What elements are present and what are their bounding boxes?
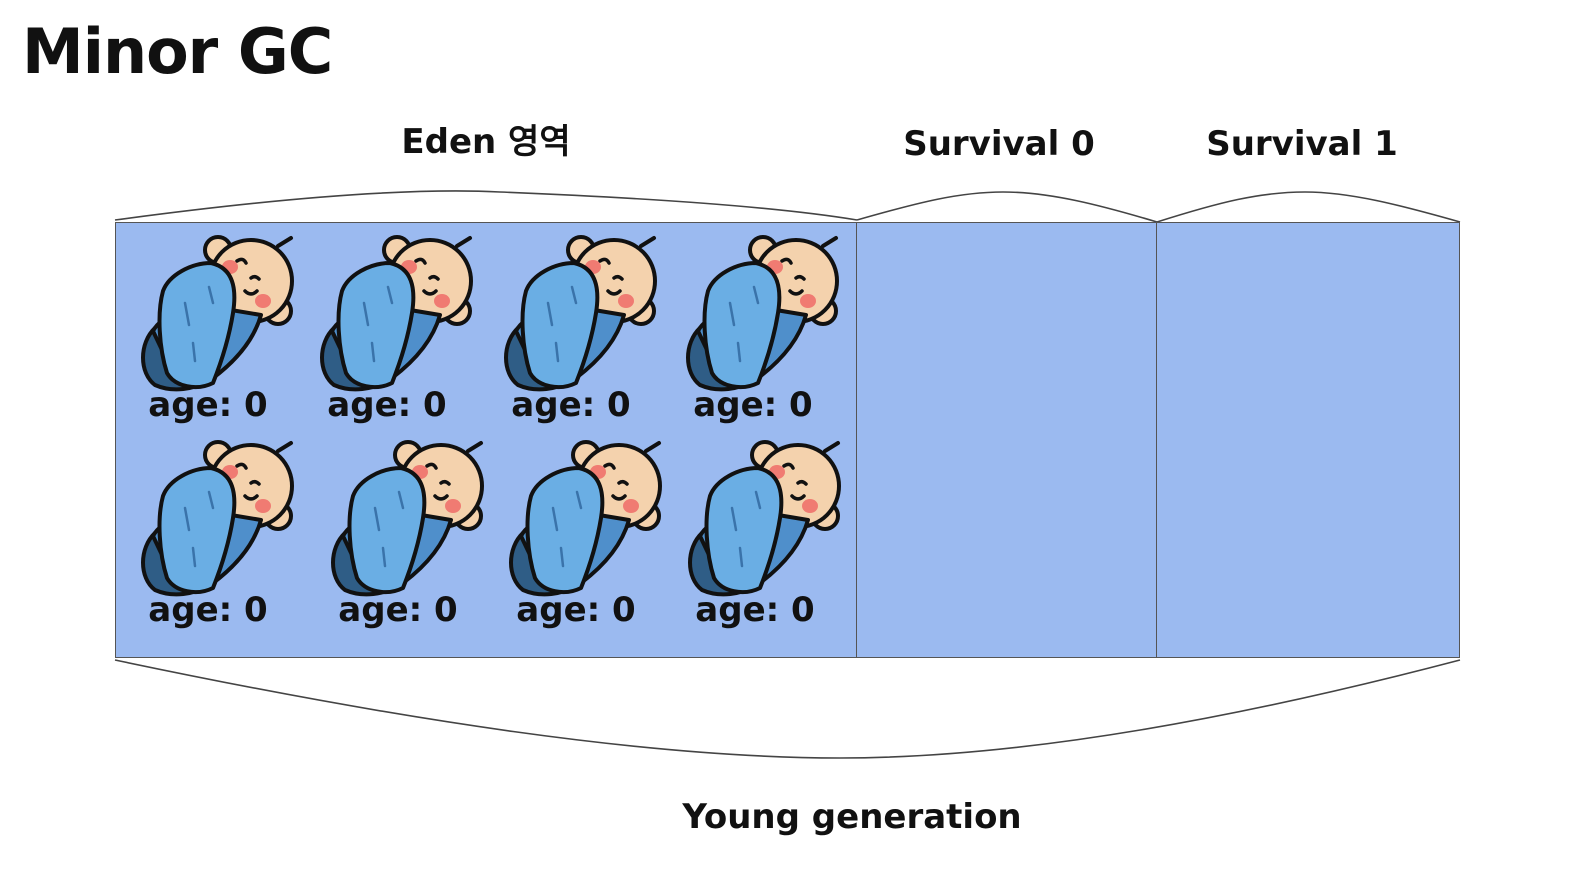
eden-object: age: 0 (496, 233, 668, 438)
eden-object: age: 0 (323, 438, 495, 643)
eden-brace (114, 190, 858, 221)
sleeping-baby-icon (141, 235, 294, 392)
sleeping-baby-icon (320, 235, 473, 392)
eden-object: age: 0 (501, 438, 673, 643)
age-label: age: 0 (327, 385, 447, 425)
survival-0-label: Survival 0 (903, 124, 1095, 164)
age-label: age: 0 (693, 385, 813, 425)
eden-region-label: Eden 영역 (401, 122, 571, 162)
sleeping-baby-icon (688, 440, 841, 597)
age-label: age: 0 (511, 385, 631, 425)
young-generation-label: Young generation (682, 797, 1022, 837)
sleeping-baby-icon (331, 440, 484, 597)
page-title: Minor GC (22, 15, 333, 88)
age-label: age: 0 (148, 385, 268, 425)
age-label: age: 0 (338, 590, 458, 630)
sleeping-baby-icon (504, 235, 657, 392)
age-label: age: 0 (695, 590, 815, 630)
survival-1-region (1156, 222, 1460, 658)
eden-object: age: 0 (133, 233, 305, 438)
eden-object: age: 0 (133, 438, 305, 643)
sleeping-baby-icon (509, 440, 662, 597)
eden-object: age: 0 (312, 233, 484, 438)
survival-0-brace (856, 191, 1158, 223)
age-label: age: 0 (148, 590, 268, 630)
survival-1-brace (1156, 191, 1461, 223)
young-generation-brace (114, 659, 1461, 759)
sleeping-baby-icon (686, 235, 839, 392)
sleeping-baby-icon (141, 440, 294, 597)
eden-object: age: 0 (678, 233, 850, 438)
eden-object: age: 0 (680, 438, 852, 643)
age-label: age: 0 (516, 590, 636, 630)
survival-0-region (856, 222, 1157, 658)
survival-1-label: Survival 1 (1206, 124, 1398, 164)
